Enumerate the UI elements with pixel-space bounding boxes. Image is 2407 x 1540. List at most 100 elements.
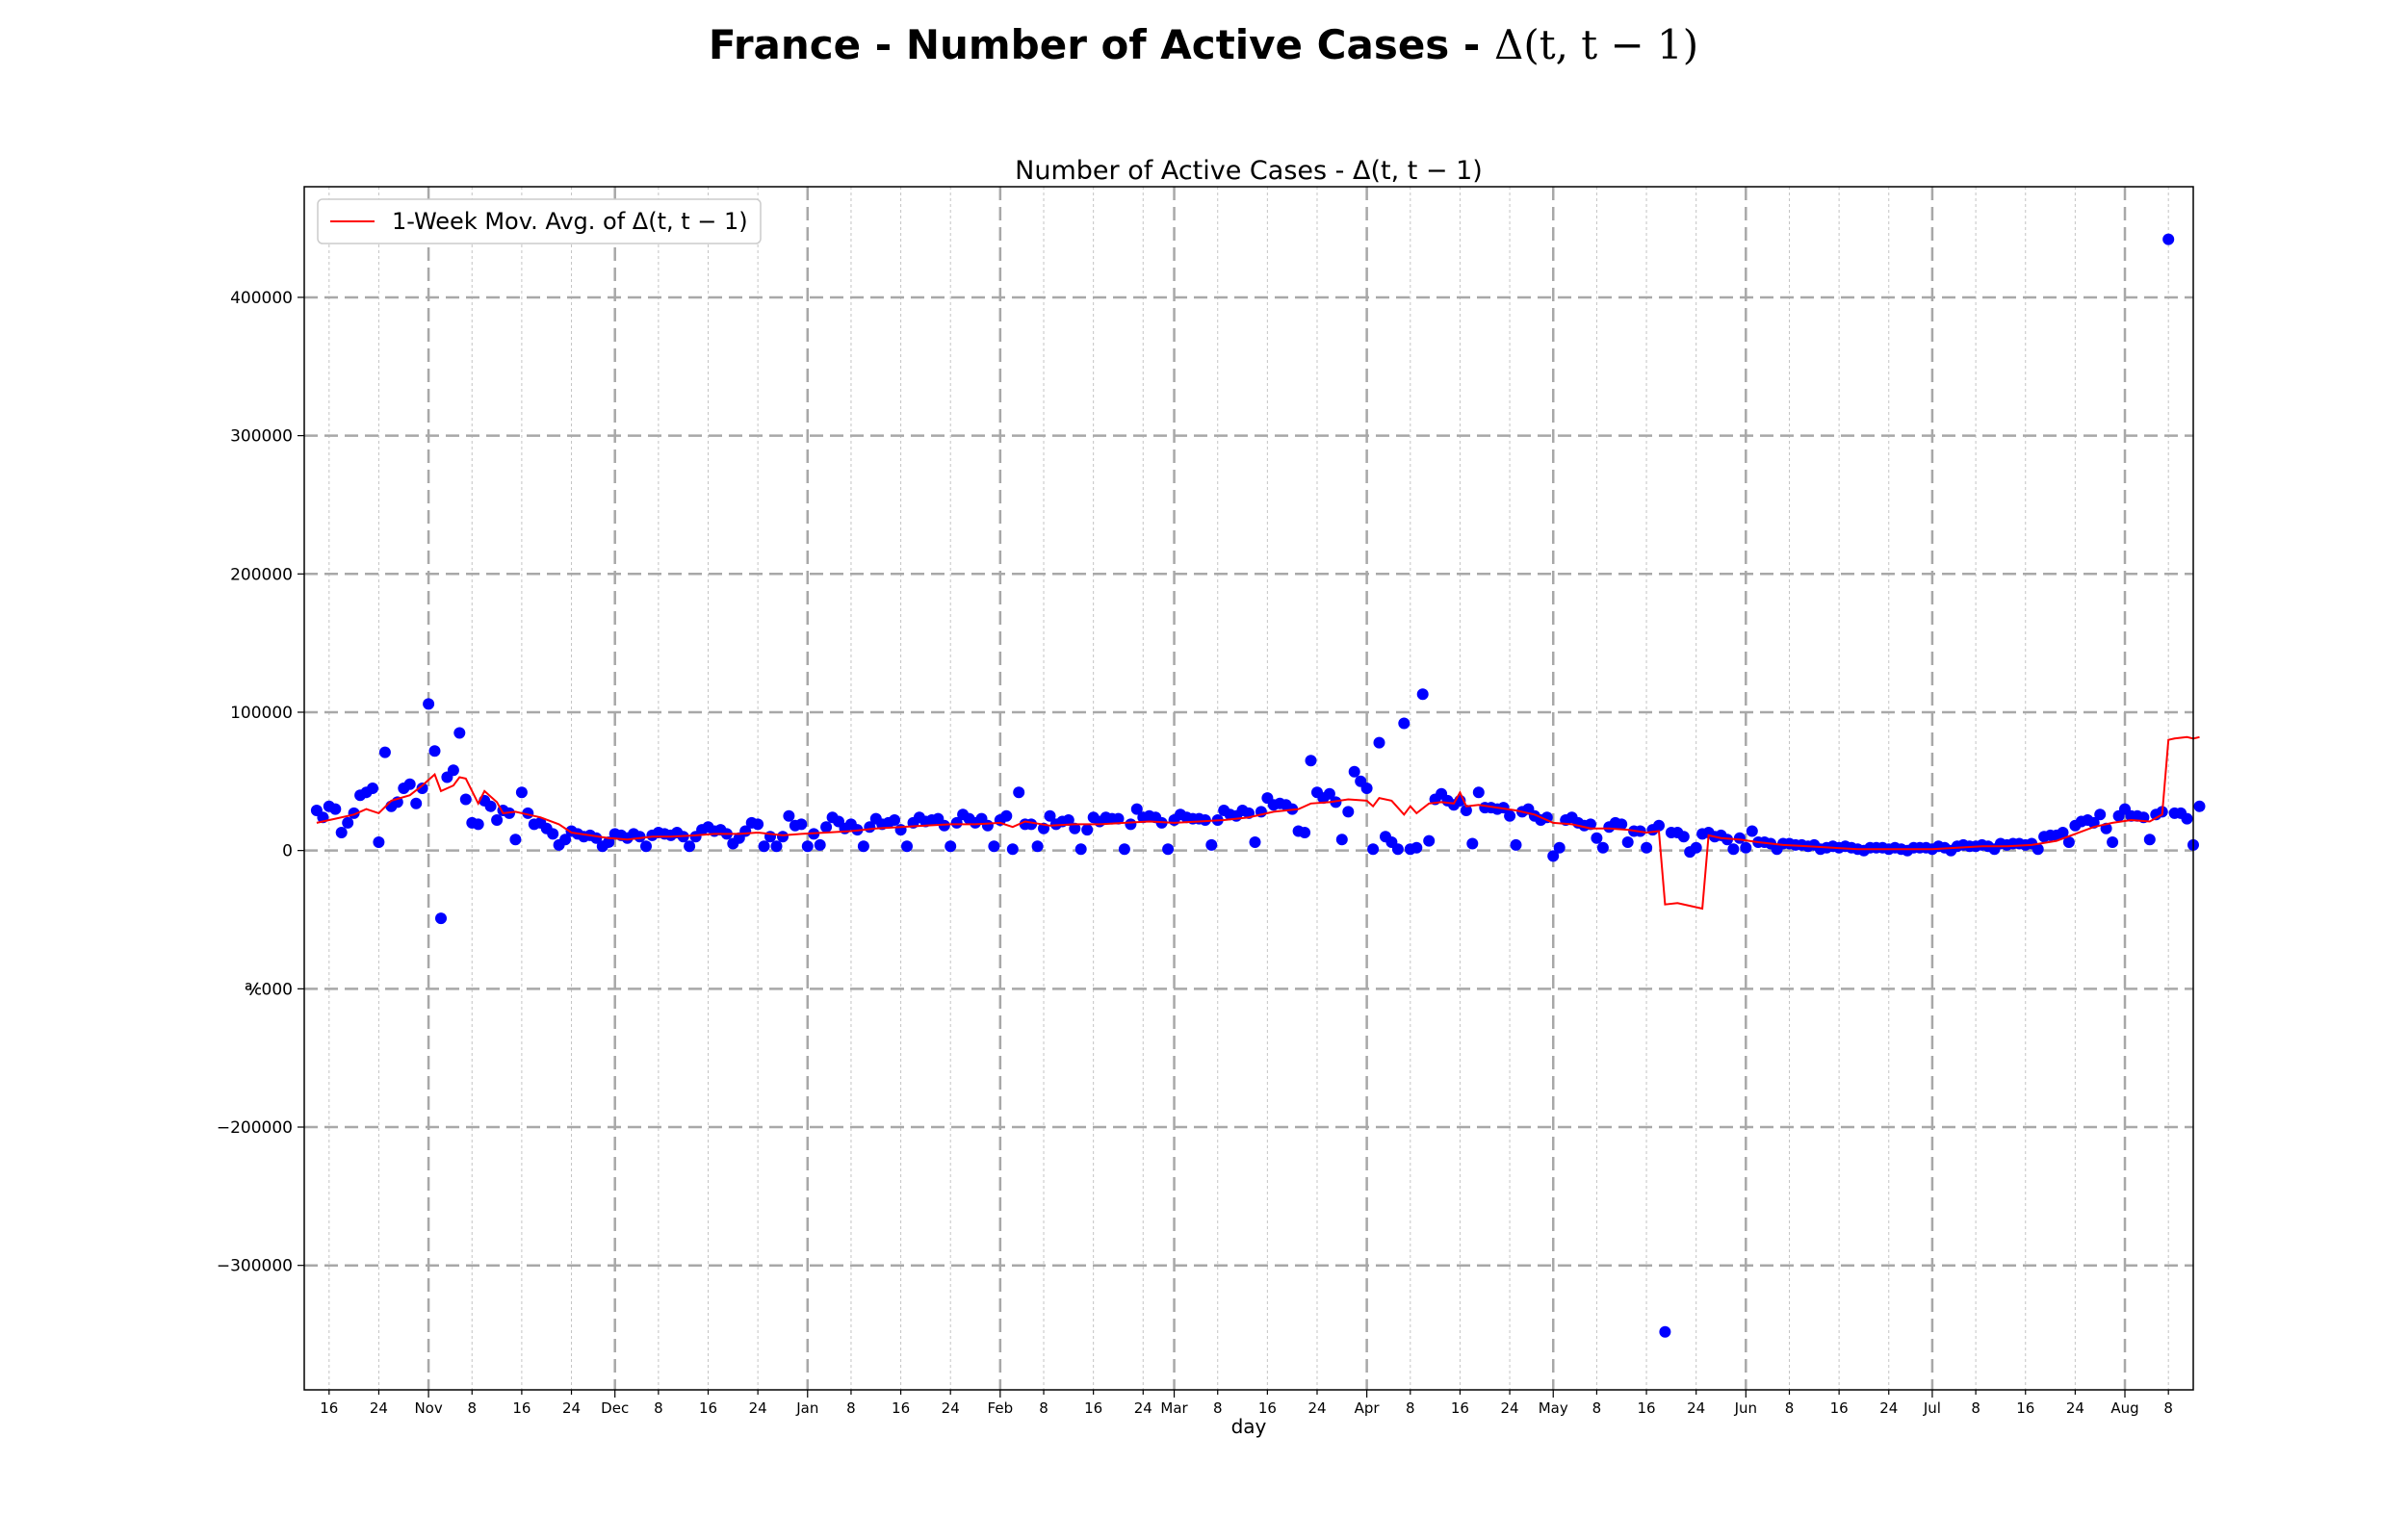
data-point — [603, 836, 615, 848]
y-tick-label: 400000 — [230, 289, 293, 308]
data-point — [1069, 822, 1081, 834]
data-point — [1746, 825, 1758, 837]
axes-title: Number of Active Cases - Δ(t, t − 1) — [1015, 156, 1483, 186]
legend: 1-Week Mov. Avg. of Δ(t, t − 1) — [317, 198, 762, 244]
x-tick-label: May — [1539, 1399, 1568, 1417]
data-point — [795, 818, 808, 831]
legend-box — [317, 198, 762, 244]
data-point — [1547, 850, 1560, 862]
x-tick-label: 16 — [892, 1399, 910, 1417]
x-tick-label: Jun — [1734, 1399, 1757, 1417]
data-point — [1205, 838, 1218, 851]
data-point — [547, 828, 559, 840]
x-tick-label: 8 — [1592, 1399, 1602, 1417]
data-point — [335, 827, 348, 838]
x-tick-label: 8 — [654, 1399, 663, 1417]
data-point — [1653, 819, 1665, 832]
data-point — [1472, 786, 1485, 799]
x-tick-label: 16 — [1638, 1399, 1656, 1417]
data-point — [329, 803, 342, 815]
data-point — [1044, 809, 1056, 822]
x-tick-label: 16 — [1830, 1399, 1849, 1417]
data-point — [2181, 812, 2193, 825]
x-tick-label: Apr — [1355, 1399, 1381, 1417]
x-tick-label: 16 — [1451, 1399, 1469, 1417]
data-point — [1733, 832, 1746, 844]
data-point — [1591, 832, 1603, 844]
figure-title-math: Δ(t, t − 1) — [1493, 21, 1699, 68]
data-point — [1335, 834, 1348, 846]
figure-title-text: France - Number of Active Cases - — [708, 21, 1494, 68]
data-point — [1249, 836, 1261, 848]
moving-average-line — [316, 735, 2200, 911]
x-tick-label: Jul — [1923, 1399, 1941, 1417]
data-point — [410, 797, 423, 809]
data-point — [1305, 755, 1317, 767]
data-point — [988, 840, 1000, 853]
data-point — [1621, 836, 1634, 848]
y-tick-label: 300000 — [230, 427, 293, 447]
data-point — [2162, 233, 2175, 245]
x-tick-label: Jan — [795, 1399, 818, 1417]
data-point — [938, 819, 950, 832]
data-point — [484, 800, 497, 812]
data-point — [950, 816, 963, 829]
data-point — [342, 816, 354, 829]
x-tick-label: 8 — [846, 1399, 856, 1417]
data-point — [1360, 783, 1373, 794]
data-point — [1199, 814, 1211, 826]
data-point — [491, 814, 504, 826]
data-point — [1659, 1325, 1671, 1338]
data-point — [1553, 841, 1566, 854]
y-tick-label: 0 — [282, 842, 293, 861]
data-point — [1504, 809, 1516, 822]
x-tick-label: 24 — [749, 1399, 767, 1417]
data-point — [1000, 809, 1013, 822]
y-tick-label: −200000 — [217, 1118, 293, 1138]
grid — [304, 187, 2193, 1390]
x-tick-label: 24 — [370, 1399, 388, 1417]
data-point — [2094, 808, 2107, 821]
data-point — [1323, 787, 1335, 800]
data-point — [1348, 765, 1360, 778]
data-point — [1367, 843, 1380, 856]
x-tick-label: 8 — [2163, 1399, 2173, 1417]
data-point — [515, 786, 528, 799]
x-tick-label: Feb — [988, 1399, 1014, 1417]
x-tick-label: 24 — [1687, 1399, 1705, 1417]
axis-ticks: 16 24 Nov 8 16 24 Dec 8 16 24 Jan 8 16 24 Feb 8 16 24 Mar 8… — [217, 289, 2173, 1417]
data-point — [1423, 834, 1436, 847]
data-point — [752, 818, 764, 831]
data-point — [777, 831, 789, 843]
figure-title: France - Number of Active Cases - Δ(t, t… — [0, 21, 2407, 68]
x-tick-label: 8 — [1039, 1399, 1048, 1417]
data-point — [2107, 836, 2119, 848]
x-tick-label: Dec — [601, 1399, 629, 1417]
data-point — [1740, 841, 1752, 854]
data-point — [1596, 841, 1609, 854]
data-point — [1006, 843, 1019, 856]
data-point — [801, 840, 814, 853]
data-point — [820, 821, 833, 834]
x-tick-label: 8 — [1406, 1399, 1415, 1417]
data-point — [373, 836, 385, 848]
data-point — [472, 818, 484, 831]
data-point — [894, 824, 907, 836]
data-point — [447, 764, 459, 777]
data-point — [1118, 843, 1130, 856]
y-tick-label: ℀000 — [245, 980, 293, 999]
data-point — [509, 834, 522, 846]
data-point — [1416, 688, 1429, 701]
data-point — [435, 912, 447, 925]
data-point — [1112, 812, 1125, 825]
x-tick-label: 24 — [562, 1399, 581, 1417]
data-point — [1125, 818, 1137, 831]
data-point — [1373, 736, 1385, 749]
data-point — [2032, 843, 2044, 856]
data-point — [857, 840, 869, 853]
data-point — [1398, 717, 1411, 730]
data-point — [889, 814, 901, 826]
x-tick-label: 24 — [1879, 1399, 1898, 1417]
data-point — [1074, 843, 1087, 856]
data-point — [1013, 786, 1025, 799]
